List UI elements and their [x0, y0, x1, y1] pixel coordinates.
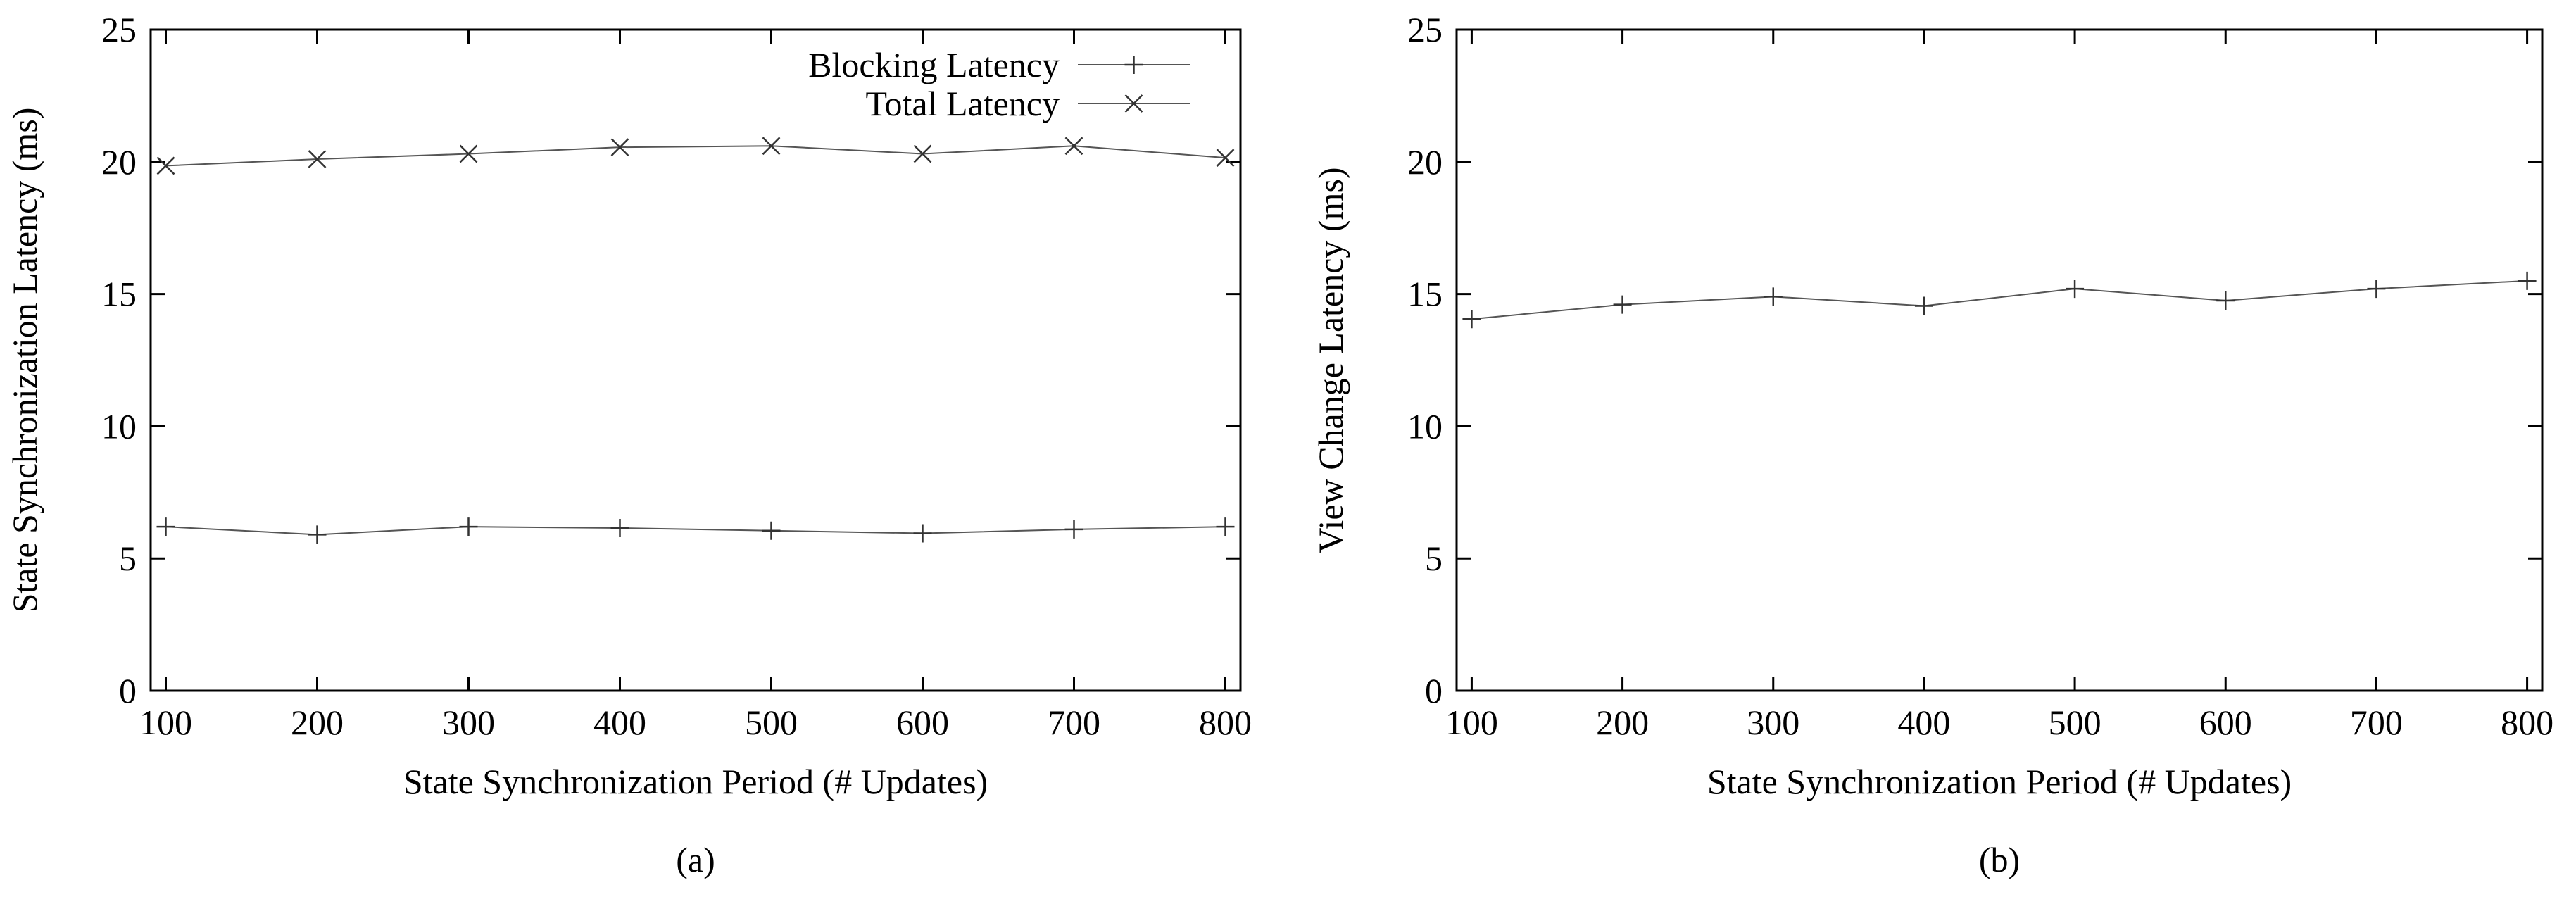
y-tick-label: 20	[1407, 142, 1443, 182]
x-tick-label: 300	[442, 703, 495, 742]
figure-caption: (b)	[1979, 840, 2020, 879]
x-tick-label: 800	[2501, 703, 2553, 742]
data-point	[913, 144, 932, 163]
data-point	[156, 156, 175, 175]
data-point	[610, 519, 629, 538]
legend-marker	[1124, 56, 1143, 74]
data-point	[1216, 149, 1235, 168]
y-tick-label: 10	[1407, 406, 1443, 446]
data-point	[459, 144, 478, 163]
x-tick-label: 500	[2049, 703, 2101, 742]
y-tick-label: 15	[1407, 275, 1443, 314]
series-line	[165, 145, 1226, 167]
y-tick-label: 0	[119, 671, 137, 710]
data-point	[913, 524, 932, 543]
data-point	[2216, 291, 2235, 310]
data-point	[308, 150, 327, 168]
x-tick-label: 400	[1897, 703, 1950, 742]
chart-a: 0 5 10 15 20 25 100 200 300 400 500 600 700 800 State …	[5, 10, 1252, 879]
data-point	[1764, 287, 1783, 306]
x-tick-label: 100	[1445, 703, 1498, 742]
data-point	[1462, 310, 1481, 329]
x-tick-label: 100	[139, 703, 192, 742]
y-tick-label: 20	[101, 142, 137, 182]
x-tick-label: 500	[745, 703, 798, 742]
x-tick-label: 700	[2350, 703, 2403, 742]
data-point	[2066, 280, 2085, 299]
data-point	[459, 517, 478, 536]
y-tick-label: 15	[101, 275, 137, 314]
x-tick-label: 600	[2199, 703, 2252, 742]
data-point	[762, 137, 781, 156]
data-point	[156, 517, 175, 536]
x-tick-label: 300	[1747, 703, 1799, 742]
x-axis-title: State Synchronization Period (# Updates)	[403, 762, 988, 801]
data-point	[762, 521, 781, 540]
y-tick-label: 0	[1425, 671, 1443, 710]
y-axis-title: State Synchronization Latency (ms)	[5, 108, 44, 613]
data-point	[2367, 280, 2386, 299]
y-tick-label: 25	[101, 10, 137, 49]
y-tick-label: 10	[101, 406, 137, 446]
x-tick-label: 200	[1596, 703, 1649, 742]
data-point	[308, 525, 327, 544]
data-point	[1064, 520, 1083, 539]
x-tick-label: 700	[1048, 703, 1100, 742]
chart-b: 0 5 10 15 20 25 100 200 300 400 500 600 700 800 State …	[1311, 10, 2553, 879]
legend-label: Total Latency	[865, 84, 1060, 123]
data-point	[2518, 271, 2537, 290]
y-tick-label: 5	[1425, 539, 1443, 578]
x-tick-label: 200	[291, 703, 344, 742]
x-axis-title: State Synchronization Period (# Updates)	[1707, 762, 2292, 801]
y-tick-label: 5	[119, 539, 137, 578]
x-tick-label: 600	[896, 703, 949, 742]
data-point	[1613, 295, 1632, 314]
data-point	[1914, 296, 1933, 315]
data-point	[610, 138, 629, 157]
y-axis-title: View Change Latency (ms)	[1311, 167, 1350, 553]
plot-frame	[1455, 28, 2544, 692]
x-tick-label: 400	[593, 703, 646, 742]
y-tick-label: 25	[1407, 10, 1443, 49]
x-tick-label: 800	[1199, 703, 1252, 742]
series-line	[165, 526, 1226, 536]
legend-label: Blocking Latency	[808, 45, 1060, 84]
data-point	[1064, 137, 1083, 156]
series-line	[1471, 280, 2527, 320]
data-point	[1216, 517, 1235, 536]
plot-frame	[149, 28, 1242, 692]
figure-caption: (a)	[676, 840, 715, 879]
legend-marker	[1124, 94, 1143, 113]
